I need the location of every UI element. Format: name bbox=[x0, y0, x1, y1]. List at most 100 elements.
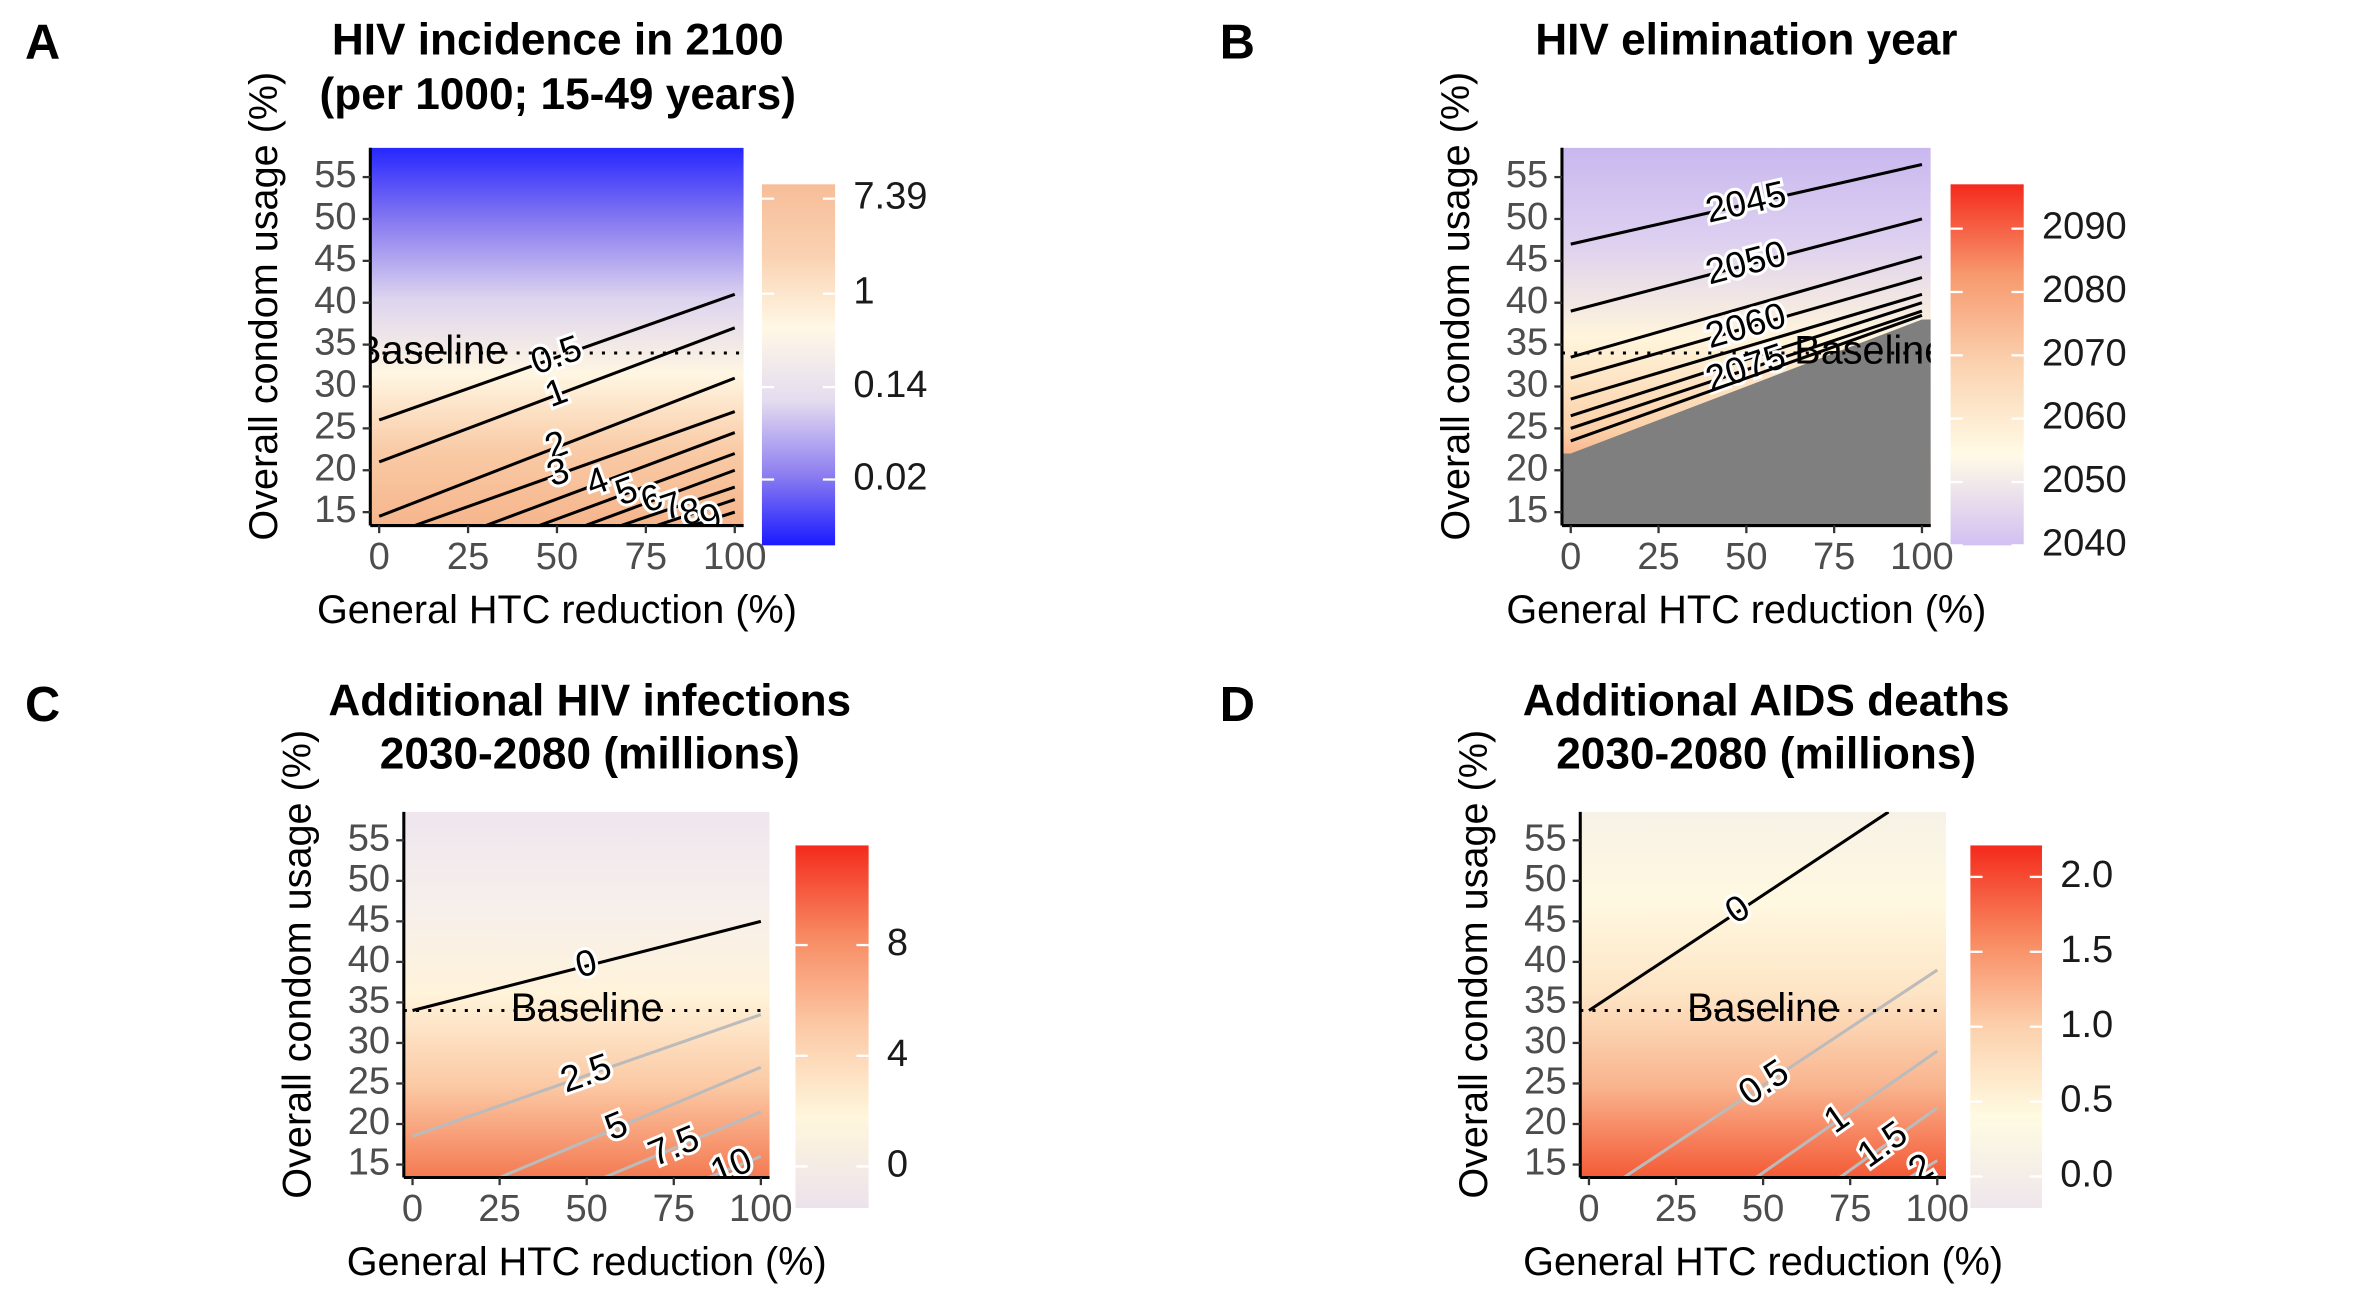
contour-line bbox=[378, 326, 736, 464]
y-tick-label: 55 bbox=[1524, 817, 1566, 859]
colorbar-tick-label: 0 bbox=[887, 1144, 908, 1186]
colorbar-tick-label: 0.5 bbox=[2060, 1079, 2113, 1121]
contour-line bbox=[1570, 309, 1923, 430]
contour-line bbox=[538, 452, 736, 526]
colorbar-tick-label: 0.0 bbox=[2060, 1154, 2113, 1196]
x-tick-label: 0 bbox=[369, 536, 390, 578]
baseline-label: Baseline bbox=[355, 328, 507, 372]
panel-letter: A bbox=[25, 16, 60, 70]
x-tick-label: 50 bbox=[566, 1188, 608, 1230]
x-tick-label: 0 bbox=[402, 1188, 423, 1230]
x-axis-label: General HTC reduction (%) bbox=[1506, 588, 1986, 632]
colorbar-tick-label: 1.5 bbox=[2060, 929, 2113, 971]
heatmap-fill bbox=[370, 147, 744, 526]
x-tick-label: 100 bbox=[1890, 536, 1954, 578]
y-tick-label: 25 bbox=[348, 1061, 390, 1103]
contour-line bbox=[485, 431, 736, 526]
panel-letter: B bbox=[1220, 16, 1255, 70]
contour-line bbox=[1570, 301, 1923, 418]
x-tick-label: 50 bbox=[536, 536, 578, 578]
x-tick-label: 50 bbox=[1725, 536, 1767, 578]
x-tick-label: 75 bbox=[625, 536, 667, 578]
colorbar-tick-label: 2080 bbox=[2042, 269, 2127, 311]
y-tick-label: 45 bbox=[1506, 238, 1548, 280]
contour-line bbox=[620, 485, 736, 526]
y-tick-label: 55 bbox=[348, 817, 390, 859]
x-axis-label: General HTC reduction (%) bbox=[347, 1240, 827, 1284]
contour-line bbox=[412, 919, 762, 1013]
y-tick-label: 40 bbox=[1524, 939, 1566, 981]
colorbar-tick-label: 1.0 bbox=[2060, 1004, 2113, 1046]
colorbar-tick-label: 0.14 bbox=[853, 364, 927, 406]
contour-line bbox=[414, 410, 736, 526]
x-tick-label: 100 bbox=[1905, 1188, 1969, 1230]
y-tick-label: 55 bbox=[1506, 154, 1548, 196]
y-tick-label: 30 bbox=[1506, 364, 1548, 406]
x-axis-label: General HTC reduction (%) bbox=[1523, 1240, 2003, 1284]
y-axis-label: Overall condom usage (%) bbox=[276, 730, 320, 1199]
panel-letter: D bbox=[1220, 678, 1255, 732]
y-tick-label: 35 bbox=[348, 979, 390, 1021]
x-tick-label: 50 bbox=[1742, 1188, 1784, 1230]
contour-line bbox=[378, 292, 736, 422]
contour-line bbox=[1755, 1049, 1939, 1178]
y-tick-label: 55 bbox=[314, 154, 356, 196]
y-tick-label: 15 bbox=[348, 1142, 390, 1184]
colorbar bbox=[1950, 184, 2024, 546]
contour-line bbox=[1570, 292, 1923, 401]
panel-letter: C bbox=[25, 678, 60, 732]
heatmap-fill bbox=[1580, 811, 1946, 1178]
y-tick-label: 15 bbox=[1506, 489, 1548, 531]
contour-line bbox=[1588, 811, 1890, 1012]
colorbar-tick-label: 2070 bbox=[2042, 332, 2127, 374]
y-tick-label: 30 bbox=[1524, 1020, 1566, 1062]
y-tick-label: 25 bbox=[1524, 1061, 1566, 1103]
y-tick-label: 50 bbox=[348, 858, 390, 900]
colorbar-tick-label: 1 bbox=[853, 271, 874, 313]
colorbar bbox=[761, 184, 836, 546]
y-tick-label: 20 bbox=[348, 1101, 390, 1143]
x-tick-label: 0 bbox=[1578, 1188, 1599, 1230]
colorbar-tick-label: 0.02 bbox=[853, 457, 927, 499]
contour-line bbox=[378, 376, 736, 518]
chart-title: HIV elimination year bbox=[1535, 15, 1957, 64]
y-tick-label: 15 bbox=[314, 489, 356, 531]
contour-line bbox=[412, 1013, 762, 1138]
y-tick-label: 40 bbox=[348, 939, 390, 981]
x-axis-label: General HTC reduction (%) bbox=[317, 588, 797, 632]
na-region bbox=[1561, 319, 1931, 526]
y-axis-label: Overall condom usage (%) bbox=[242, 72, 286, 541]
y-tick-label: 35 bbox=[1524, 979, 1566, 1021]
colorbar-tick-label: 2090 bbox=[2042, 206, 2127, 248]
x-tick-label: 100 bbox=[703, 536, 767, 578]
x-tick-label: 0 bbox=[1560, 536, 1581, 578]
y-axis-label: Overall condom usage (%) bbox=[1434, 72, 1478, 541]
y-tick-label: 50 bbox=[314, 196, 356, 238]
y-tick-label: 20 bbox=[1506, 447, 1548, 489]
contour-line bbox=[1908, 1159, 1939, 1178]
colorbar-tick-label: 7.39 bbox=[853, 176, 927, 218]
x-tick-label: 75 bbox=[653, 1188, 695, 1230]
contour-line bbox=[499, 1065, 762, 1178]
y-tick-label: 30 bbox=[314, 364, 356, 406]
y-tick-label: 45 bbox=[314, 238, 356, 280]
chart-title: 2030-2080 (millions) bbox=[1556, 730, 1976, 779]
contour-line bbox=[1570, 163, 1923, 246]
contour-line bbox=[1570, 313, 1923, 443]
y-tick-label: 45 bbox=[348, 898, 390, 940]
colorbar-tick-label: 2040 bbox=[2042, 522, 2127, 564]
y-tick-label: 50 bbox=[1506, 196, 1548, 238]
contour-line bbox=[1570, 217, 1923, 313]
y-axis-label: Overall condom usage (%) bbox=[1452, 730, 1496, 1199]
contour-line bbox=[708, 1155, 762, 1178]
y-tick-label: 25 bbox=[314, 405, 356, 447]
x-tick-label: 75 bbox=[1829, 1188, 1871, 1230]
colorbar-tick-label: 2060 bbox=[2042, 396, 2127, 438]
x-tick-label: 100 bbox=[729, 1188, 793, 1230]
contour-line bbox=[1838, 1106, 1939, 1178]
y-tick-label: 50 bbox=[1524, 858, 1566, 900]
